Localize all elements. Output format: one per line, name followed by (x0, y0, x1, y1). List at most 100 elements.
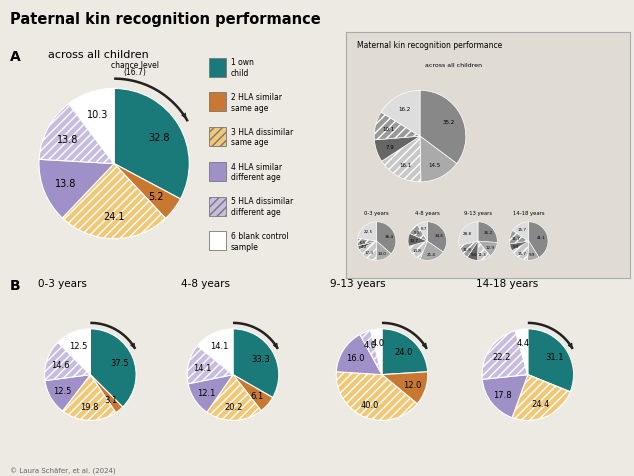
Text: 5.9: 5.9 (513, 244, 519, 248)
Text: 11.7: 11.7 (511, 237, 520, 241)
Wedge shape (207, 375, 261, 420)
FancyBboxPatch shape (209, 128, 226, 147)
Wedge shape (409, 242, 427, 259)
Text: 6.5: 6.5 (360, 240, 366, 244)
Wedge shape (515, 329, 528, 375)
Wedge shape (382, 329, 428, 375)
Text: 32.8: 32.8 (148, 132, 170, 142)
Wedge shape (459, 242, 478, 258)
Text: 20.2: 20.2 (224, 402, 243, 411)
Text: 10.7: 10.7 (410, 238, 418, 243)
Text: 17.8: 17.8 (493, 390, 512, 399)
Text: 14.8: 14.8 (413, 248, 422, 253)
Wedge shape (39, 160, 114, 218)
Wedge shape (374, 113, 420, 140)
Wedge shape (477, 242, 490, 261)
Wedge shape (528, 375, 570, 392)
Text: 4-8 years: 4-8 years (181, 278, 230, 288)
Wedge shape (420, 242, 443, 261)
Text: 12.9: 12.9 (486, 246, 495, 250)
Wedge shape (358, 238, 377, 247)
Wedge shape (44, 343, 90, 381)
Wedge shape (529, 222, 548, 258)
Text: 14-18 years: 14-18 years (476, 278, 538, 288)
Wedge shape (359, 242, 377, 261)
Text: 13.8: 13.8 (55, 178, 76, 188)
Text: 15.7: 15.7 (518, 228, 527, 232)
Text: 19.8: 19.8 (80, 402, 99, 411)
Text: 7.9: 7.9 (385, 145, 394, 150)
Wedge shape (527, 242, 539, 261)
Wedge shape (478, 222, 497, 243)
Text: 11.3: 11.3 (478, 252, 487, 256)
Wedge shape (90, 375, 123, 413)
FancyBboxPatch shape (209, 197, 226, 216)
Text: 4 HLA similar
different age: 4 HLA similar different age (231, 162, 282, 182)
Wedge shape (58, 329, 90, 375)
Text: 4.4: 4.4 (517, 339, 530, 347)
Text: 10.1: 10.1 (383, 127, 395, 132)
Text: 6 blank control
sample: 6 blank control sample (231, 232, 288, 251)
Text: 6.1: 6.1 (250, 391, 264, 400)
Text: 14.6: 14.6 (51, 360, 69, 369)
Wedge shape (528, 329, 574, 392)
Wedge shape (382, 372, 428, 404)
Text: 33.3: 33.3 (251, 354, 270, 363)
Wedge shape (375, 137, 420, 162)
Title: 0-3 years: 0-3 years (364, 210, 389, 215)
Text: 4.0: 4.0 (364, 341, 377, 349)
Text: Paternal kin recognition performance: Paternal kin recognition performance (10, 12, 320, 27)
Wedge shape (371, 329, 382, 375)
Wedge shape (39, 104, 114, 164)
Wedge shape (376, 242, 391, 261)
Wedge shape (69, 89, 114, 164)
Wedge shape (114, 89, 190, 199)
Text: 34.6: 34.6 (435, 233, 444, 238)
Text: 2 HLA similar
same age: 2 HLA similar same age (231, 93, 281, 112)
Wedge shape (482, 375, 528, 418)
Wedge shape (467, 242, 478, 261)
Text: 13.8: 13.8 (57, 135, 79, 145)
FancyBboxPatch shape (209, 162, 226, 181)
Title: 9-13 years: 9-13 years (464, 210, 492, 215)
Text: 35.2: 35.2 (443, 120, 455, 125)
Wedge shape (62, 164, 165, 239)
Title: 14-18 years: 14-18 years (513, 210, 545, 215)
Text: 0-3 years: 0-3 years (38, 278, 87, 288)
Text: chance level: chance level (111, 61, 159, 70)
Wedge shape (382, 137, 421, 182)
Text: 10.3: 10.3 (87, 109, 108, 119)
Text: © Laura Schäfer, et al. (2024): © Laura Schäfer, et al. (2024) (10, 466, 115, 474)
Wedge shape (408, 234, 427, 247)
Text: 9.0: 9.0 (470, 252, 477, 257)
Wedge shape (233, 375, 273, 411)
Text: across all children: across all children (425, 63, 482, 68)
Text: 26.2: 26.2 (483, 230, 493, 234)
Text: 16.0: 16.0 (346, 353, 364, 362)
Text: 22.5: 22.5 (363, 229, 372, 233)
Text: 12.0: 12.0 (403, 380, 422, 389)
Wedge shape (381, 91, 420, 137)
Text: 17.3: 17.3 (365, 251, 374, 255)
Text: 15.7: 15.7 (517, 251, 526, 255)
Wedge shape (358, 222, 377, 242)
Wedge shape (336, 372, 417, 420)
Text: 36.4: 36.4 (384, 234, 393, 238)
Text: 24.4: 24.4 (532, 399, 550, 408)
Wedge shape (90, 329, 136, 407)
Wedge shape (233, 329, 279, 397)
Wedge shape (45, 375, 90, 411)
FancyBboxPatch shape (209, 93, 226, 112)
Wedge shape (510, 231, 529, 245)
Text: 24.0: 24.0 (395, 347, 413, 356)
Text: 14.1: 14.1 (210, 341, 228, 350)
Text: B: B (10, 278, 20, 292)
Text: 14.5: 14.5 (429, 163, 441, 168)
Text: 11.8: 11.8 (463, 247, 472, 251)
Text: 21.4: 21.4 (427, 252, 436, 257)
Wedge shape (188, 375, 233, 412)
FancyBboxPatch shape (209, 232, 226, 251)
Wedge shape (420, 91, 466, 164)
Text: 8.7: 8.7 (420, 227, 427, 230)
Text: 31.1: 31.1 (545, 353, 564, 361)
